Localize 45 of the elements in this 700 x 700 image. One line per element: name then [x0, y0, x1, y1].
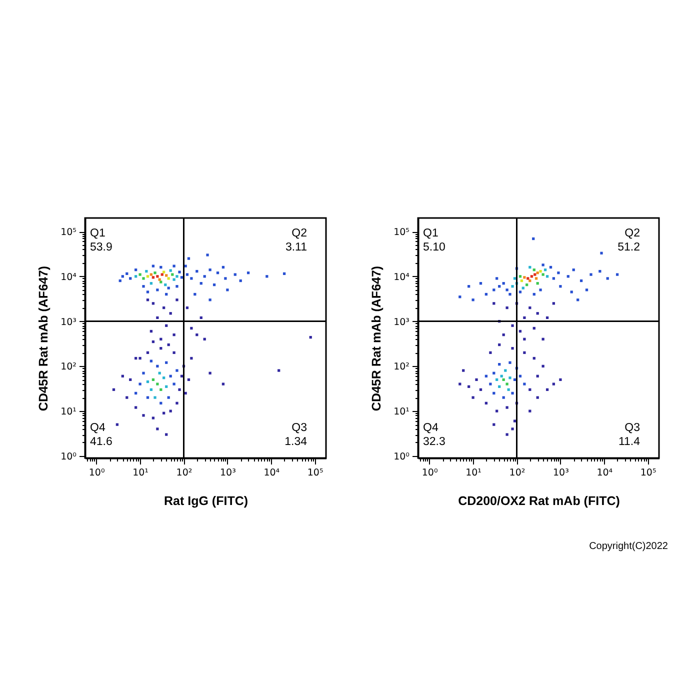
y-tick-label: 10²: [394, 362, 410, 373]
y-tick-label: 10⁴: [394, 272, 410, 283]
x-tick-label: 10⁰: [422, 468, 438, 478]
y-tick-label: 10³: [60, 316, 77, 328]
x-tick-label: 10⁴: [264, 468, 280, 478]
x-tick-label: 10³: [552, 468, 570, 478]
annotation: Q3: [624, 422, 640, 434]
annotation: Q1: [423, 228, 438, 240]
y-axis-title: CD45R Rat mAb (AF647): [36, 266, 51, 412]
x-tick-label: 10⁵: [307, 468, 324, 478]
x-tick-label: 10¹: [132, 468, 149, 478]
y-tick-label: 10⁴: [60, 272, 77, 283]
annotation: Q3: [292, 422, 307, 434]
annotation: 53.9: [90, 242, 112, 254]
y-tick-label: 10⁰: [60, 451, 77, 462]
annotation: 41.6: [90, 436, 112, 448]
text: Copyright(C)2022: [589, 541, 668, 552]
x-axis-title: CD200/OX2 Rat mAb (FITC): [458, 494, 620, 508]
annotation: 32.3: [423, 436, 446, 448]
y-axis-title: CD45R Rat mAb (AF647): [370, 266, 384, 412]
x-tick-label: 10⁴: [596, 468, 613, 478]
y-tick-label: 10¹: [60, 406, 77, 418]
x-tick-label: 10⁵: [640, 468, 656, 478]
annotation: Q2: [624, 228, 640, 240]
annotation: 3.11: [285, 242, 307, 254]
y-tick-label: 10²: [60, 362, 77, 373]
annotation: 5.10: [423, 242, 446, 254]
y-tick-label: 10³: [394, 316, 410, 328]
y-tick-label: 10⁵: [60, 227, 77, 238]
x-tick-label: 10²: [509, 468, 526, 478]
annotation: 1.34: [284, 436, 308, 448]
annotation: 11.4: [618, 436, 641, 448]
x-tick-label: 10¹: [466, 468, 482, 478]
annotation: Q2: [292, 228, 307, 240]
annotation: Q4: [423, 422, 439, 434]
annotation: Q1: [90, 228, 106, 240]
x-tick-label: 10²: [176, 468, 192, 478]
y-tick-label: 10¹: [394, 406, 410, 418]
y-tick-label: 10⁰: [394, 451, 410, 462]
x-tick-label: 10⁰: [88, 468, 105, 478]
annotation: 51.2: [618, 242, 640, 254]
x-tick-label: 10³: [220, 468, 236, 478]
annotation: Q4: [90, 422, 106, 434]
y-tick-label: 10⁵: [394, 227, 410, 238]
x-axis-title: Rat IgG (FITC): [164, 494, 248, 508]
